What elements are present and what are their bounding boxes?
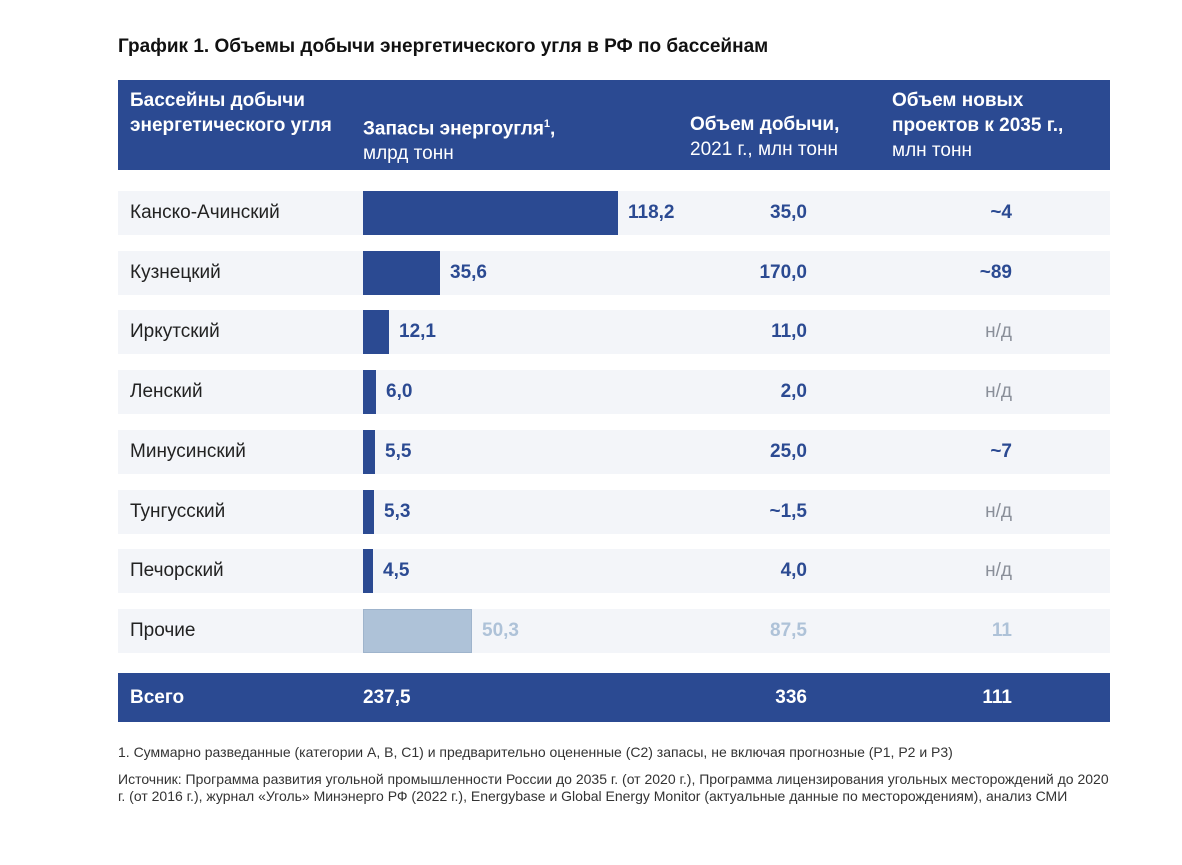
projects-value: 11 [991, 620, 1012, 641]
projects-value: н/д [985, 321, 1012, 342]
production-value: 170,0 [759, 262, 807, 283]
footnote: 1. Суммарно разведанные (категории А, B,… [118, 744, 953, 760]
header-reserves-unit: млрд тонн [363, 143, 454, 165]
header-reserves-label: Запасы энергоугля [363, 118, 544, 140]
reserves-value-label: 5,5 [385, 441, 412, 462]
reserves-bar [363, 549, 373, 593]
projects-value: н/д [985, 501, 1012, 522]
table-row: Печорский 4,5 4,0 н/д [118, 549, 1110, 593]
basin-name: Иркутский [130, 321, 220, 342]
reserves-bar [363, 430, 375, 474]
basin-name: Канско-Ачинский [130, 202, 280, 223]
table-header: Бассейны добычи энергетического угля Зап… [118, 80, 1110, 170]
header-reserves-footnote-mark: 1 [543, 118, 551, 130]
reserves-bar [363, 609, 472, 653]
table-row: Канско-Ачинский 118,2 35,0 ~4 [118, 191, 1110, 235]
header-projects-unit: млн тонн [892, 140, 972, 161]
reserves-bar [363, 490, 374, 534]
table-row: Иркутский 12,1 11,0 н/д [118, 310, 1110, 354]
production-value: 4,0 [780, 560, 807, 581]
total-label: Всего [130, 687, 185, 708]
basin-name: Тунгусский [130, 501, 226, 522]
source-note: Источник: Программа развития угольной пр… [118, 771, 1109, 804]
table-row: Прочие 50,3 87,5 11 [118, 609, 1110, 653]
total-projects: 111 [982, 687, 1012, 708]
header-production-label: Объем добычи, [690, 114, 840, 135]
production-value: 11,0 [771, 321, 807, 342]
reserves-bar [363, 370, 376, 414]
basin-name: Ленский [130, 381, 203, 402]
production-value: 87,5 [770, 620, 807, 641]
projects-value: н/д [985, 381, 1012, 402]
table-row: Кузнецкий 35,6 170,0 ~89 [118, 251, 1110, 295]
header-basin: Бассейны добычи энергетического угля [130, 90, 332, 136]
projects-value: н/д [985, 560, 1012, 581]
header-reserves-comma: , [550, 118, 556, 140]
reserves-value-label: 50,3 [482, 620, 519, 641]
production-value: 25,0 [770, 441, 807, 462]
table-row: Минусинский 5,5 25,0 ~7 [118, 430, 1110, 474]
header-projects: Объем новых проектов к 2035 г., млн тонн [892, 88, 1112, 163]
reserves-bar [363, 191, 618, 235]
basin-name: Печорский [130, 560, 224, 581]
reserves-value-label: 5,3 [384, 501, 411, 522]
production-value: 35,0 [770, 202, 807, 223]
projects-value: ~89 [979, 262, 1012, 283]
basin-name: Кузнецкий [130, 262, 221, 283]
header-production: Объем добычи, 2021 г., млн тонн [690, 112, 839, 162]
reserves-value-label: 12,1 [399, 321, 436, 342]
basin-name: Прочие [130, 620, 196, 641]
header-projects-label: Объем новых проектов к 2035 г., [892, 90, 1064, 136]
projects-value: ~4 [990, 202, 1012, 223]
reserves-value-label: 118,2 [628, 202, 675, 223]
reserves-bar [363, 310, 389, 354]
reserves-bar [363, 251, 440, 295]
reserves-value-label: 4,5 [383, 560, 410, 581]
basin-name: Минусинский [130, 441, 246, 462]
projects-value: ~7 [990, 441, 1012, 462]
production-value: 2,0 [780, 381, 807, 402]
total-row: Всего 237,5 336 111 [118, 673, 1110, 722]
production-value: ~1,5 [769, 501, 807, 522]
total-reserves: 237,5 [363, 687, 411, 708]
reserves-value-label: 6,0 [386, 381, 413, 402]
total-production: 336 [775, 687, 807, 708]
header-reserves: Запасы энергоугля1, млрд тонн [363, 112, 555, 166]
header-production-unit: 2021 г., млн тонн [690, 139, 838, 160]
reserves-value-label: 35,6 [450, 262, 487, 283]
table-row: Ленский 6,0 2,0 н/д [118, 370, 1110, 414]
table-row: Тунгусский 5,3 ~1,5 н/д [118, 490, 1110, 534]
chart-title: График 1. Объемы добычи энергетического … [118, 36, 769, 57]
